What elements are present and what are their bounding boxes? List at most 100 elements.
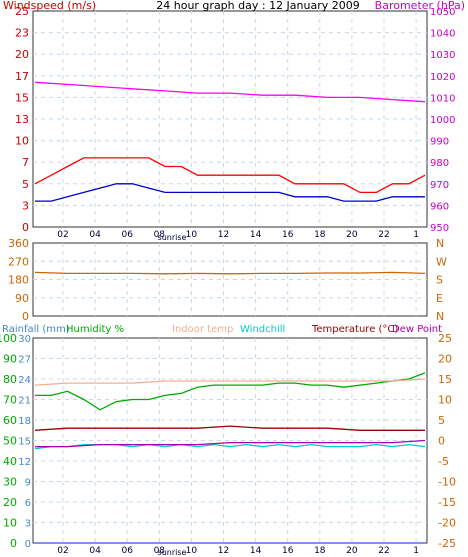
temperature-axis: 25 20 15 10 5 0 -5 -10 -15 -20 -25 <box>438 332 456 550</box>
y-tick-label: -10 <box>438 476 456 489</box>
y-tick-label: 17 <box>15 70 29 83</box>
series-line <box>34 378 426 386</box>
y-tick-label: 21 <box>18 396 31 407</box>
y-tick-label: 25 <box>15 5 29 18</box>
barometer-axis: 950 960 970 980 990 1000 1010 1020 1030 1040 1050 <box>430 7 455 234</box>
y-tick-label: 270 <box>8 255 29 268</box>
windspeed-axis: 0 3 5 7 10 13 15 17 20 23 25 <box>15 5 29 234</box>
sunrise-label-bottom: sunrise <box>158 548 187 557</box>
y-tick-label: 15 <box>18 437 31 448</box>
legend-entry: Temperature (°C) <box>311 324 398 335</box>
x-tick-label: 04 <box>89 546 101 556</box>
y-tick-label: 18 <box>18 416 31 427</box>
wind-direction-grid <box>33 243 427 316</box>
y-tick-label: 24 <box>18 375 31 386</box>
y-tick-label: 20 <box>15 48 29 61</box>
y-tick-label: 10 <box>438 394 452 407</box>
x-tick-label: 02 <box>57 546 68 556</box>
y-tick-label: 10 <box>15 135 29 148</box>
series-line <box>34 81 426 103</box>
rainfall-axis: 0 3 6 9 12 15 18 21 24 27 30 <box>18 334 31 550</box>
legend-entry: Indoor temp <box>172 324 233 335</box>
x-tick-label: 10 <box>186 230 198 240</box>
y-tick-label: 1050 <box>430 7 455 18</box>
y-tick-label: 25 <box>438 332 452 345</box>
wind-direction-degree-axis: 360 270 180 90 0 <box>8 237 29 323</box>
y-tick-label: 5 <box>438 414 445 427</box>
y-tick-label: 1040 <box>430 29 455 40</box>
chart-title: 24 hour graph day : 12 January 2009 <box>156 0 360 12</box>
humidity-axis: 0 10 20 30 40 50 60 70 80 90 100 <box>0 332 17 550</box>
y-tick-label: 30 <box>18 334 31 345</box>
series-line <box>35 183 425 202</box>
y-tick-label: 3 <box>22 199 29 212</box>
y-tick-label: 7 <box>22 156 29 169</box>
y-tick-label: 80 <box>3 373 17 386</box>
x-tick-label: 14 <box>250 546 262 556</box>
y-tick-label: 70 <box>3 394 17 407</box>
y-tick-label: 15 <box>15 91 29 104</box>
x-tick-label: 08 <box>154 546 166 556</box>
series-line <box>34 271 426 275</box>
y-tick-label: 1020 <box>430 72 455 83</box>
y-tick-label: 90 <box>3 353 17 366</box>
y-tick-label: 20 <box>3 496 17 509</box>
x-tick-label: 06 <box>121 230 133 240</box>
y-tick-label: 15 <box>438 373 452 386</box>
y-tick-label: 12 <box>18 457 31 468</box>
wind-pressure-x-axis: 02 04 06 08 10 12 14 16 18 20 22 1 <box>57 230 419 240</box>
series-line <box>35 372 426 411</box>
wind-pressure-series <box>34 81 426 202</box>
sunrise-label: sunrise <box>158 233 187 242</box>
y-tick-label: 27 <box>18 355 31 366</box>
y-tick-label: 6 <box>25 498 31 509</box>
temperature-humidity-legend: Rainfall (mm)Humidity % Indoor temp Windch… <box>2 324 442 335</box>
y-tick-label: S <box>436 274 443 287</box>
y-tick-label: 90 <box>15 292 29 305</box>
y-tick-label: N <box>436 310 444 323</box>
temperature-humidity-series <box>34 372 426 544</box>
y-tick-label: 980 <box>430 158 449 169</box>
x-tick-label: 20 <box>346 230 358 240</box>
y-tick-label: 30 <box>3 476 17 489</box>
y-tick-label: 3 <box>25 519 31 530</box>
y-tick-label: E <box>436 292 443 305</box>
y-tick-label: -15 <box>438 496 456 509</box>
x-tick-label: 04 <box>89 230 101 240</box>
y-tick-label: 60 <box>3 414 17 427</box>
y-tick-label: 960 <box>430 201 449 212</box>
series-line <box>34 157 426 194</box>
y-tick-label: 40 <box>3 455 17 468</box>
y-tick-label: N <box>436 237 444 250</box>
y-tick-label: 5 <box>22 178 29 191</box>
x-tick-label: 10 <box>186 546 198 556</box>
series-line <box>34 425 425 431</box>
windspeed-label: Windspeed (m/s) <box>3 0 96 12</box>
barometer-label: Barometer (hPa) <box>375 0 465 12</box>
y-tick-label: 10 <box>3 517 17 530</box>
y-tick-label: 0 <box>10 537 17 550</box>
x-tick-label: 18 <box>314 230 326 240</box>
x-tick-label: 16 <box>282 230 294 240</box>
legend-entry: Windchill <box>240 324 285 335</box>
wind-pressure-grid <box>33 11 427 227</box>
y-tick-label: 990 <box>430 137 449 148</box>
x-tick-label: 12 <box>218 546 229 556</box>
x-tick-label: 16 <box>282 546 294 556</box>
x-tick-label: 22 <box>378 230 389 240</box>
x-tick-label: 1 <box>413 230 419 240</box>
y-tick-label: -25 <box>438 537 456 550</box>
x-tick-label: 02 <box>57 230 68 240</box>
x-tick-label: 06 <box>121 546 133 556</box>
y-tick-label: 0 <box>25 539 31 550</box>
y-tick-label: 13 <box>15 113 29 126</box>
y-tick-label: 360 <box>8 237 29 250</box>
y-tick-label: 0 <box>22 221 29 234</box>
x-tick-label: 22 <box>378 546 389 556</box>
x-tick-label: 1 <box>413 546 419 556</box>
x-tick-label: 12 <box>218 230 229 240</box>
